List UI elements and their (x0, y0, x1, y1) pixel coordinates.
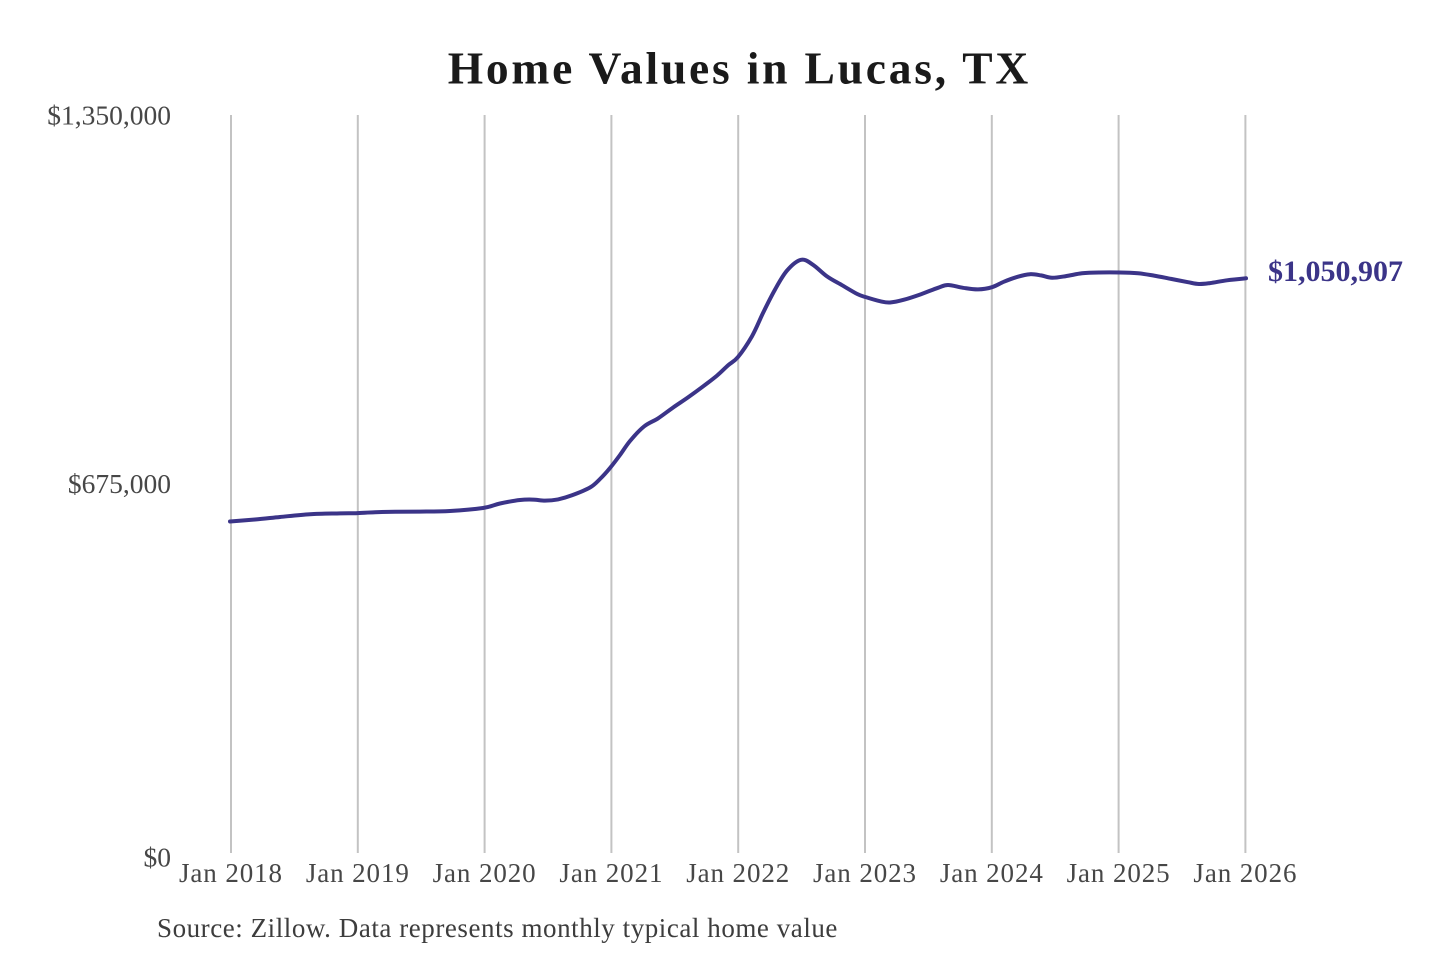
svg-text:Jan 2023: Jan 2023 (813, 858, 917, 888)
svg-text:$1,350,000: $1,350,000 (47, 100, 171, 131)
svg-text:$675,000: $675,000 (68, 468, 171, 499)
svg-text:Jan 2022: Jan 2022 (686, 858, 790, 888)
svg-text:Jan 2025: Jan 2025 (1067, 858, 1171, 888)
svg-text:$1,050,907: $1,050,907 (1268, 255, 1403, 288)
svg-text:Jan 2024: Jan 2024 (940, 858, 1044, 888)
svg-text:Jan 2018: Jan 2018 (179, 858, 283, 888)
svg-text:Source: Zillow. Data represent: Source: Zillow. Data represents monthly … (157, 913, 838, 943)
svg-text:Home Values in Lucas, TX: Home Values in Lucas, TX (448, 43, 1031, 94)
svg-text:Jan 2020: Jan 2020 (433, 858, 537, 888)
svg-text:$0: $0 (144, 841, 172, 872)
svg-text:Jan 2021: Jan 2021 (559, 858, 663, 888)
svg-text:Jan 2026: Jan 2026 (1193, 858, 1297, 888)
svg-text:Jan 2019: Jan 2019 (306, 858, 410, 888)
